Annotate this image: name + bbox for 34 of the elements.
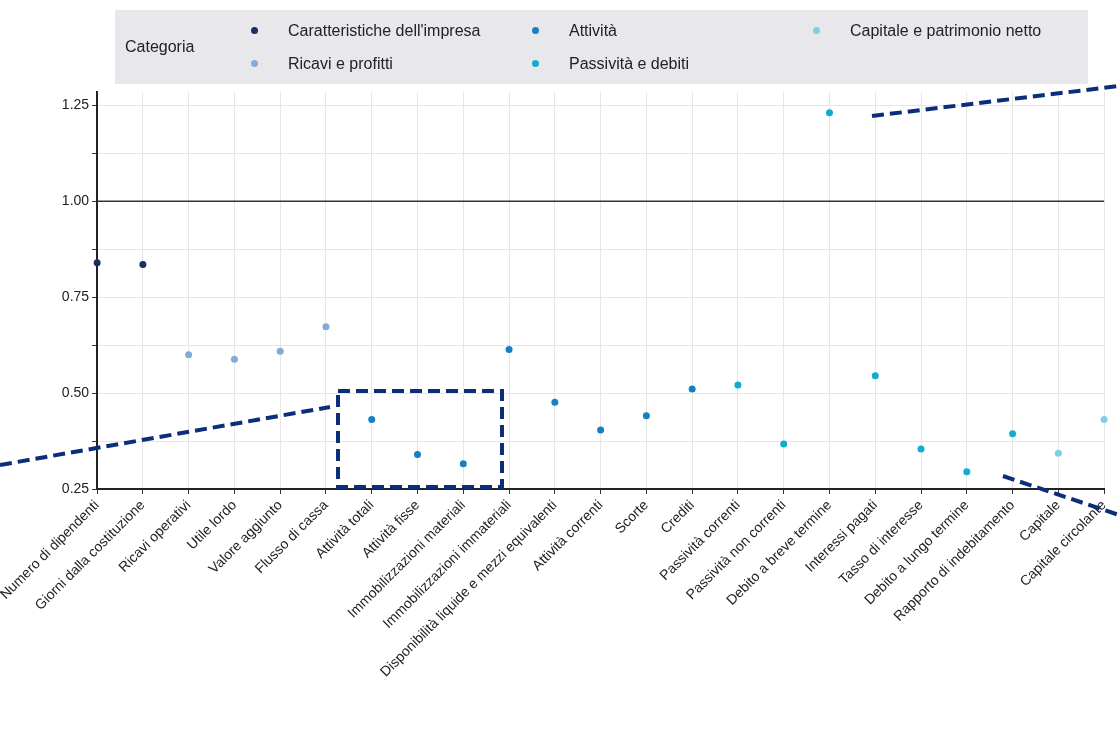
point xyxy=(597,426,605,434)
point xyxy=(368,416,376,424)
point xyxy=(1100,416,1108,424)
legend-label: Caratteristiche dell'impresa xyxy=(288,21,481,40)
legend-label: Capitale e patrimonio netto xyxy=(850,21,1042,40)
y-tick-label: 0.50 xyxy=(61,383,90,400)
point xyxy=(963,468,971,476)
legend-label: Ricavi e profitti xyxy=(288,54,393,73)
point xyxy=(139,261,147,269)
point xyxy=(825,109,833,117)
point xyxy=(505,345,513,353)
point xyxy=(459,460,467,468)
point xyxy=(734,381,742,389)
point xyxy=(688,385,696,393)
point xyxy=(414,450,422,458)
point xyxy=(551,398,559,406)
point xyxy=(917,445,925,453)
y-tick-label: 0.25 xyxy=(61,479,90,496)
point xyxy=(780,440,788,448)
point xyxy=(230,355,238,363)
point xyxy=(322,323,330,331)
point xyxy=(1009,430,1017,438)
legend-label: Attività xyxy=(569,21,618,40)
point xyxy=(185,351,193,359)
y-tick-label: 1.00 xyxy=(61,192,90,209)
point xyxy=(871,372,879,380)
point xyxy=(1054,449,1062,457)
legend-label: Passività e debiti xyxy=(569,54,690,73)
point xyxy=(276,347,284,355)
y-tick-label: 1.25 xyxy=(61,96,90,113)
y-tick-label: 0.75 xyxy=(61,288,90,305)
legend-title: Categoria xyxy=(125,38,196,56)
point xyxy=(642,412,650,420)
point xyxy=(93,259,101,267)
